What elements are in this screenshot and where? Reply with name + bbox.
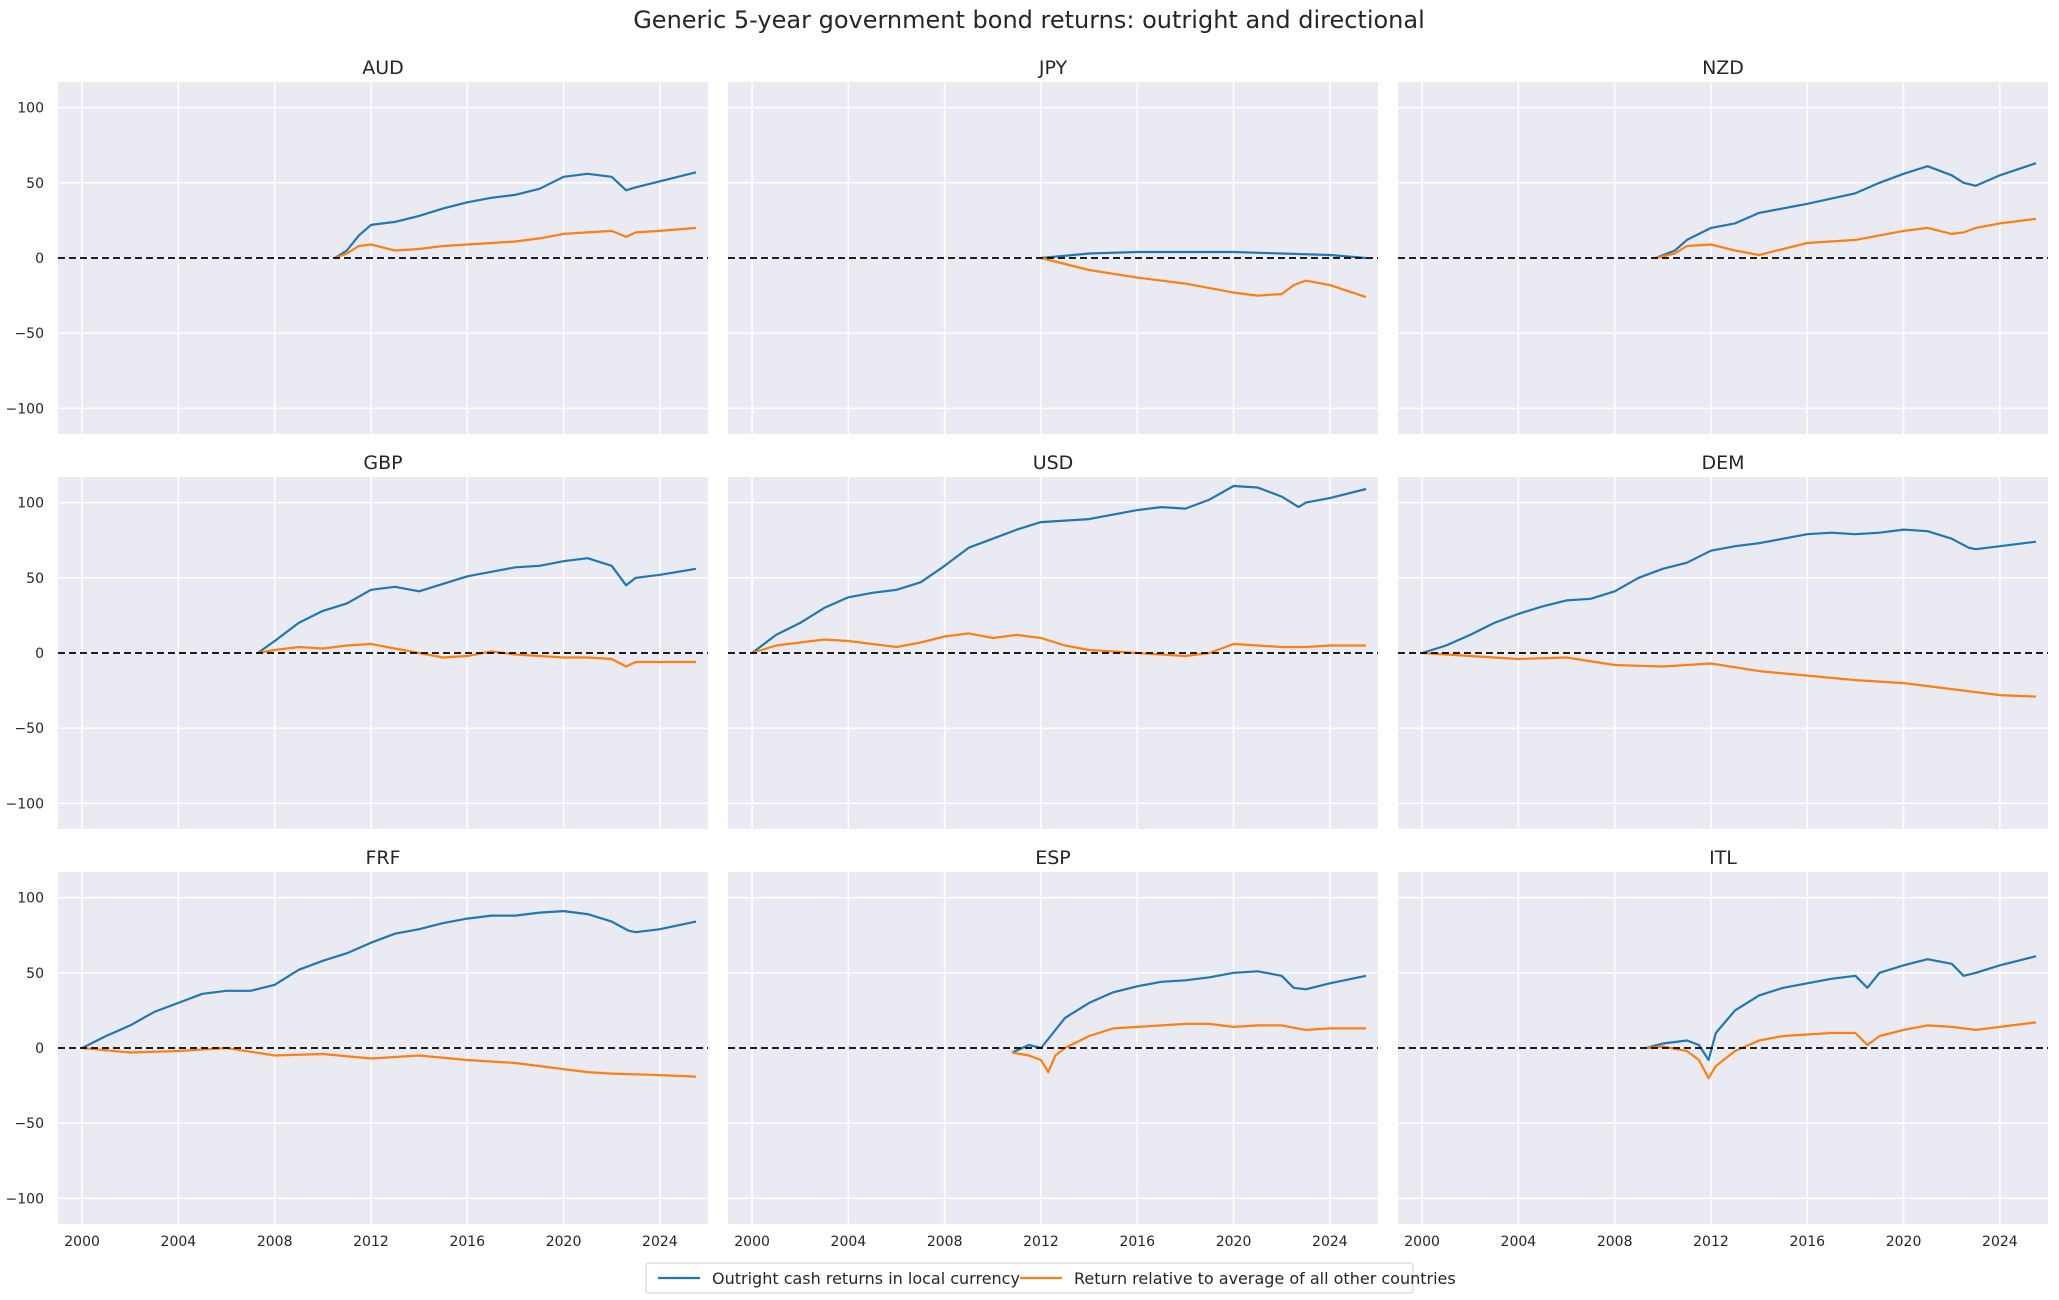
x-tick-label: 2008 (927, 1234, 963, 1250)
x-tick-label: 2020 (1216, 1234, 1252, 1250)
x-tick-label: 2012 (1693, 1234, 1729, 1250)
y-tick-label: 100 (17, 891, 44, 907)
panel-title: DEM (1701, 452, 1744, 474)
x-tick-label: 2012 (1023, 1234, 1059, 1250)
x-tick-label: 2000 (64, 1234, 100, 1250)
y-tick-label: 0 (35, 1041, 44, 1057)
x-tick-label: 2020 (1886, 1234, 1922, 1250)
y-tick-label: −50 (14, 326, 44, 342)
legend-label-1: Outright cash returns in local currency (712, 1269, 1020, 1288)
y-tick-label: 100 (17, 101, 44, 117)
series-line-1 (1040, 250, 1367, 260)
y-tick-label: −100 (6, 401, 44, 417)
x-tick-label: 2004 (161, 1234, 197, 1250)
series-line-2 (751, 632, 1366, 658)
panel-title: ITL (1709, 847, 1737, 869)
y-tick-label: 100 (17, 496, 44, 512)
y-tick-label: 50 (26, 966, 44, 982)
panel-aud: AUD 100 50 0 −50 −100 (6, 57, 708, 434)
series-line-2 (334, 226, 697, 260)
y-tick-label: 0 (35, 646, 44, 662)
panel-dem: DEM (1398, 452, 2048, 829)
y-tick-label: −50 (14, 721, 44, 737)
panel-itl: ITL 2000 2004 2008 2012 2016 2020 2024 (1398, 847, 2048, 1250)
panel-title: AUD (362, 57, 404, 79)
series-line-1 (1011, 970, 1367, 1054)
panel-title: ESP (1035, 847, 1071, 869)
panel-title: FRF (365, 847, 400, 869)
x-tick-label: 2016 (1119, 1234, 1155, 1250)
x-tick-label: 2016 (1789, 1234, 1825, 1250)
y-tick-label: −50 (14, 1116, 44, 1132)
legend-label-2: Return relative to average of all other … (1074, 1269, 1456, 1288)
figure-title: Generic 5-year government bond returns: … (633, 6, 1425, 34)
series-line-2 (1655, 217, 2037, 260)
panel-esp: ESP 2000 2004 2008 2012 2016 2020 2024 (728, 847, 1378, 1250)
panel-title: USD (1033, 452, 1074, 474)
panel-nzd: NZD (1398, 57, 2048, 434)
panels-layer: AUD 100 50 0 −50 −100 JPY NZD GBP 100 50 0 −50 −100 US… (6, 57, 2048, 1250)
series-line-1 (1645, 955, 2037, 1062)
panel-title: JPY (1038, 57, 1068, 79)
series-line-1 (751, 484, 1367, 654)
x-tick-label: 2000 (734, 1234, 770, 1250)
x-tick-label: 2004 (1501, 1234, 1537, 1250)
x-tick-label: 2024 (1312, 1234, 1348, 1250)
series-line-1 (257, 557, 697, 654)
x-tick-label: 2000 (1404, 1234, 1440, 1250)
series-line-2 (81, 1046, 697, 1078)
y-tick-label: 0 (35, 251, 44, 267)
series-line-1 (1421, 528, 2037, 655)
x-tick-label: 2024 (642, 1234, 678, 1250)
series-line-1 (1655, 162, 2037, 260)
series-line-2 (1011, 1022, 1366, 1074)
panel-gbp: GBP 100 50 0 −50 −100 (6, 452, 708, 829)
x-tick-label: 2020 (546, 1234, 582, 1250)
y-tick-label: −100 (6, 796, 44, 812)
legend: Outright cash returns in local currency R… (645, 1262, 1456, 1294)
panel-title: NZD (1702, 57, 1744, 79)
x-tick-label: 2004 (831, 1234, 867, 1250)
series-line-2 (1040, 256, 1367, 299)
panel-jpy: JPY (728, 57, 1378, 434)
x-tick-label: 2008 (257, 1234, 293, 1250)
y-tick-label: −100 (6, 1191, 44, 1207)
series-line-1 (334, 171, 697, 259)
series-line-1 (81, 909, 697, 1049)
series-line-2 (1422, 651, 2037, 698)
x-tick-label: 2016 (449, 1234, 485, 1250)
x-tick-label: 2024 (1982, 1234, 2018, 1250)
panel-usd: USD (728, 452, 1378, 829)
panel-title: GBP (363, 452, 402, 474)
series-line-2 (1645, 1021, 2037, 1080)
panel-frf: FRF 100 50 0 −50 −100 2000 2004 2008 2012 2016 2020… (6, 847, 708, 1250)
y-tick-label: 50 (26, 571, 44, 587)
x-tick-label: 2012 (353, 1234, 389, 1250)
x-tick-label: 2008 (1597, 1234, 1633, 1250)
y-tick-label: 50 (26, 176, 44, 192)
